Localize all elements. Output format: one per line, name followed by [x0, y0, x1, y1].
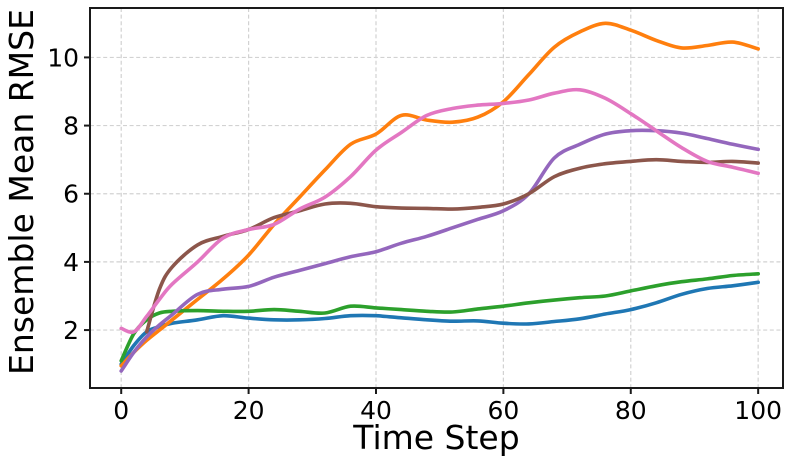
plot-border — [89, 7, 784, 389]
series-line-pink — [119, 87, 760, 335]
axis-tick-labels: 0 20 40 60 80 100 2 4 6 8 10 — [47, 43, 782, 425]
series-line-green — [119, 272, 760, 363]
series-line-orange — [119, 21, 760, 368]
axes-spines — [89, 7, 784, 389]
y-tick-label-8: 8 — [63, 112, 79, 141]
x-tick-label-60: 60 — [487, 396, 519, 425]
x-tick-label-80: 80 — [615, 396, 647, 425]
chart-series-lines — [119, 21, 760, 373]
x-tick-label-100: 100 — [734, 396, 782, 425]
x-tick-label-40: 40 — [360, 396, 392, 425]
series-line-purple — [119, 128, 760, 373]
y-tick-label-2: 2 — [63, 316, 79, 345]
series-line-blue — [119, 280, 760, 366]
x-axis-label: Time Step — [353, 418, 520, 457]
grid-lines — [90, 8, 783, 388]
y-tick-label-10: 10 — [47, 43, 79, 72]
x-tick-label-20: 20 — [233, 396, 265, 425]
axis-ticks — [84, 56, 760, 394]
y-tick-label-6: 6 — [63, 180, 79, 209]
y-axis-label: Ensemble Mean RMSE — [1, 9, 41, 375]
y-tick-label-4: 4 — [63, 248, 79, 277]
x-tick-label-0: 0 — [113, 396, 129, 425]
series-line-brown — [144, 157, 760, 334]
